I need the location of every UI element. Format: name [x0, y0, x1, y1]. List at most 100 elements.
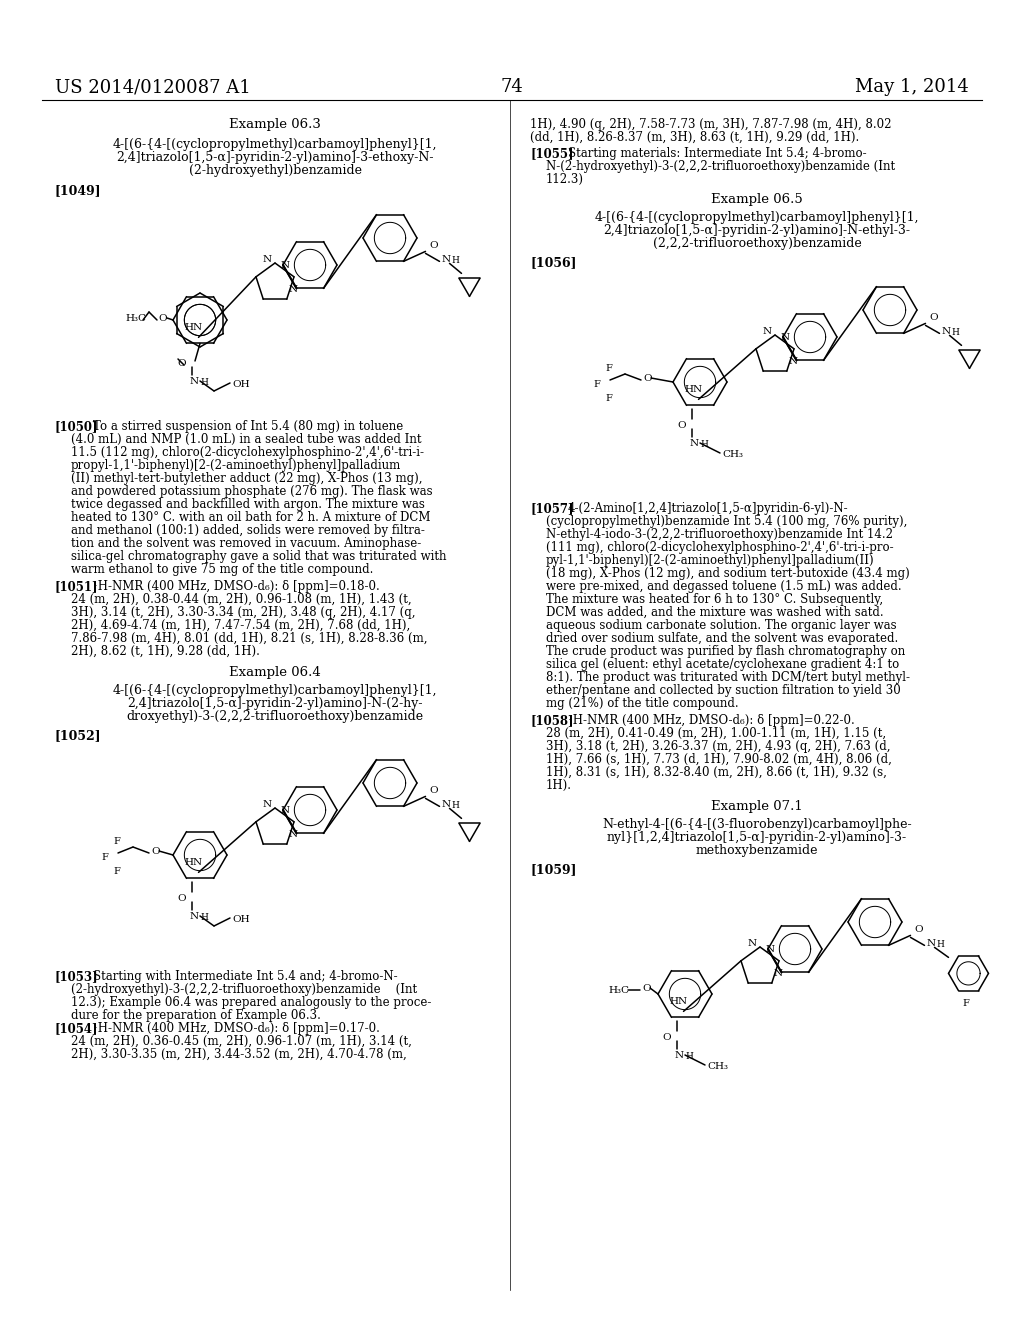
Text: H: H — [700, 440, 708, 449]
Text: [1049]: [1049] — [55, 183, 101, 197]
Text: 24 (m, 2H), 0.38-0.44 (m, 2H), 0.96-1.08 (m, 1H), 1.43 (t,: 24 (m, 2H), 0.38-0.44 (m, 2H), 0.96-1.08… — [71, 593, 412, 606]
Text: [1053]: [1053] — [55, 970, 98, 983]
Text: 3H), 3.14 (t, 2H), 3.30-3.34 (m, 2H), 3.48 (q, 2H), 4.17 (q,: 3H), 3.14 (t, 2H), 3.30-3.34 (m, 2H), 3.… — [71, 606, 416, 619]
Text: (2,2,2-trifluoroethoxy)benzamide: (2,2,2-trifluoroethoxy)benzamide — [652, 238, 861, 249]
Text: O: O — [158, 314, 167, 323]
Text: N: N — [289, 830, 298, 840]
Text: To a stirred suspension of Int 5.4 (80 mg) in toluene: To a stirred suspension of Int 5.4 (80 m… — [93, 420, 403, 433]
Text: 112.3): 112.3) — [546, 173, 584, 186]
Text: 2,4]triazolo[1,5-α]-pyridin-2-yl)amino]-3-ethoxy-N-: 2,4]triazolo[1,5-α]-pyridin-2-yl)amino]-… — [117, 150, 434, 164]
Text: H: H — [937, 940, 944, 949]
Text: OH: OH — [232, 380, 250, 389]
Text: 1H), 7.66 (s, 1H), 7.73 (d, 1H), 7.90-8.02 (m, 4H), 8.06 (d,: 1H), 7.66 (s, 1H), 7.73 (d, 1H), 7.90-8.… — [546, 752, 892, 766]
Text: HN: HN — [184, 323, 203, 333]
Text: [1052]: [1052] — [55, 729, 101, 742]
Text: silica-gel chromatography gave a solid that was triturated with: silica-gel chromatography gave a solid t… — [71, 550, 446, 564]
Text: OH: OH — [232, 915, 250, 924]
Text: CH₃: CH₃ — [707, 1063, 728, 1071]
Text: N: N — [190, 378, 199, 385]
Text: F: F — [113, 837, 120, 846]
Text: methoxybenzamide: methoxybenzamide — [695, 843, 818, 857]
Text: 1H).: 1H). — [546, 779, 572, 792]
Text: N: N — [765, 945, 774, 954]
Text: The mixture was heated for 6 h to 130° C. Subsequently,: The mixture was heated for 6 h to 130° C… — [546, 593, 883, 606]
Text: N: N — [748, 939, 757, 948]
Text: 11.5 (112 mg), chloro(2-dicyclohexylphosphino-2',4',6'-tri-i-: 11.5 (112 mg), chloro(2-dicyclohexylphos… — [71, 446, 424, 459]
Text: (18 mg), X-Phos (12 mg), and sodium tert-butoxide (43.4 mg): (18 mg), X-Phos (12 mg), and sodium tert… — [546, 568, 909, 579]
Text: O: O — [429, 787, 438, 796]
Text: O: O — [177, 894, 185, 903]
Text: 2,4]triazolo[1,5-α]-pyridin-2-yl)amino]-N-ethyl-3-: 2,4]triazolo[1,5-α]-pyridin-2-yl)amino]-… — [603, 224, 910, 238]
Text: [1051]: [1051] — [55, 579, 98, 593]
Text: H: H — [452, 801, 460, 810]
Text: tion and the solvent was removed in vacuum. Aminophase-: tion and the solvent was removed in vacu… — [71, 537, 421, 550]
Text: [1055]: [1055] — [530, 147, 573, 160]
Text: N: N — [262, 255, 271, 264]
Text: droxyethyl)-3-(2,2,2-trifluoroethoxy)benzamide: droxyethyl)-3-(2,2,2-trifluoroethoxy)ben… — [126, 710, 424, 723]
Text: Example 06.3: Example 06.3 — [229, 117, 321, 131]
Text: N: N — [773, 969, 782, 978]
Text: (2-hydroxyethyl)benzamide: (2-hydroxyethyl)benzamide — [188, 164, 361, 177]
Text: N: N — [190, 912, 199, 921]
Text: (II) methyl-tert-butylether adduct (22 mg), X-Phos (13 mg),: (II) methyl-tert-butylether adduct (22 m… — [71, 473, 423, 484]
Text: HN: HN — [184, 858, 203, 867]
Text: N: N — [281, 261, 290, 271]
Text: N-ethyl-4-iodo-3-(2,2,2-trifluoroethoxy)benzamide Int 14.2: N-ethyl-4-iodo-3-(2,2,2-trifluoroethoxy)… — [546, 528, 893, 541]
Text: N: N — [941, 327, 950, 337]
Text: ether/pentane and collected by suction filtration to yield 30: ether/pentane and collected by suction f… — [546, 684, 901, 697]
Text: O: O — [151, 847, 160, 855]
Text: and methanol (100:1) added, solids were removed by filtra-: and methanol (100:1) added, solids were … — [71, 524, 425, 537]
Text: mg (21%) of the title compound.: mg (21%) of the title compound. — [546, 697, 738, 710]
Text: N: N — [441, 800, 451, 809]
Text: O: O — [642, 983, 650, 993]
Text: 1H), 8.31 (s, 1H), 8.32-8.40 (m, 2H), 8.66 (t, 1H), 9.32 (s,: 1H), 8.31 (s, 1H), 8.32-8.40 (m, 2H), 8.… — [546, 766, 887, 779]
Text: 2,4]triazolo[1,5-α]-pyridin-2-yl)amino]-N-(2-hy-: 2,4]triazolo[1,5-α]-pyridin-2-yl)amino]-… — [127, 697, 423, 710]
Text: [1056]: [1056] — [530, 256, 577, 269]
Text: 4-[(6-{4-[(cyclopropylmethyl)carbamoyl]phenyl}[1,: 4-[(6-{4-[(cyclopropylmethyl)carbamoyl]p… — [595, 211, 920, 224]
Text: F: F — [593, 380, 600, 389]
Text: N: N — [289, 285, 298, 294]
Text: 4-[(6-{4-[(cyclopropylmethyl)carbamoyl]phenyl}[1,: 4-[(6-{4-[(cyclopropylmethyl)carbamoyl]p… — [113, 139, 437, 150]
Text: nyl}[1,2,4]triazolo[1,5-α]-pyridin-2-yl)amino]-3-: nyl}[1,2,4]triazolo[1,5-α]-pyridin-2-yl)… — [607, 832, 907, 843]
Text: F: F — [605, 364, 612, 374]
Text: N: N — [262, 800, 271, 809]
Text: H₃C: H₃C — [125, 314, 146, 323]
Text: (111 mg), chloro(2-dicyclohexylphosphino-2',4',6'-tri-i-pro-: (111 mg), chloro(2-dicyclohexylphosphino… — [546, 541, 894, 554]
Text: 7.86-7.98 (m, 4H), 8.01 (dd, 1H), 8.21 (s, 1H), 8.28-8.36 (m,: 7.86-7.98 (m, 4H), 8.01 (dd, 1H), 8.21 (… — [71, 632, 427, 645]
Text: 8:1). The product was triturated with DCM/tert butyl methyl-: 8:1). The product was triturated with DC… — [546, 671, 910, 684]
Text: Example 07.1: Example 07.1 — [711, 800, 803, 813]
Text: H₃C: H₃C — [608, 986, 629, 995]
Text: O: O — [677, 421, 686, 430]
Text: aqueous sodium carbonate solution. The organic layer was: aqueous sodium carbonate solution. The o… — [546, 619, 897, 632]
Text: CH₃: CH₃ — [722, 450, 743, 459]
Text: F: F — [101, 853, 108, 862]
Text: ¹H-NMR (400 MHz, DMSO-d₆): δ [ppm]=0.22-0.: ¹H-NMR (400 MHz, DMSO-d₆): δ [ppm]=0.22-… — [568, 714, 855, 727]
Text: Starting with Intermediate Int 5.4 and; 4-bromo-N-: Starting with Intermediate Int 5.4 and; … — [93, 970, 397, 983]
Text: 2H), 4.69-4.74 (m, 1H), 7.47-7.54 (m, 2H), 7.68 (dd, 1H),: 2H), 4.69-4.74 (m, 1H), 7.47-7.54 (m, 2H… — [71, 619, 411, 632]
Text: F: F — [605, 393, 612, 403]
Text: heated to 130° C. with an oil bath for 2 h. A mixture of DCM: heated to 130° C. with an oil bath for 2… — [71, 511, 430, 524]
Text: O: O — [930, 313, 938, 322]
Text: F: F — [113, 867, 120, 876]
Text: [1050]: [1050] — [55, 420, 98, 433]
Text: O: O — [914, 925, 923, 935]
Text: silica gel (eluent: ethyl acetate/cyclohexane gradient 4:1 to: silica gel (eluent: ethyl acetate/cycloh… — [546, 657, 899, 671]
Text: dried over sodium sulfate, and the solvent was evaporated.: dried over sodium sulfate, and the solve… — [546, 632, 898, 645]
Text: HN: HN — [670, 998, 688, 1006]
Text: (cyclopropylmethyl)benzamide Int 5.4 (100 mg, 76% purity),: (cyclopropylmethyl)benzamide Int 5.4 (10… — [546, 515, 907, 528]
Text: dure for the preparation of Example 06.3.: dure for the preparation of Example 06.3… — [71, 1008, 321, 1022]
Text: N: N — [927, 940, 936, 948]
Text: O: O — [177, 359, 185, 368]
Text: (dd, 1H), 8.26-8.37 (m, 3H), 8.63 (t, 1H), 9.29 (dd, 1H).: (dd, 1H), 8.26-8.37 (m, 3H), 8.63 (t, 1H… — [530, 131, 859, 144]
Text: twice degassed and backfilled with argon. The mixture was: twice degassed and backfilled with argon… — [71, 498, 425, 511]
Text: N: N — [675, 1051, 684, 1060]
Text: F: F — [963, 999, 970, 1008]
Text: (2-hydroxyethyl)-3-(2,2,2-trifluoroethoxy)benzamide    (Int: (2-hydroxyethyl)-3-(2,2,2-trifluoroethox… — [71, 983, 417, 997]
Text: O: O — [429, 242, 438, 251]
Text: 2H), 8.62 (t, 1H), 9.28 (dd, 1H).: 2H), 8.62 (t, 1H), 9.28 (dd, 1H). — [71, 645, 260, 657]
Text: 4-[(6-{4-[(cyclopropylmethyl)carbamoyl]phenyl}[1,: 4-[(6-{4-[(cyclopropylmethyl)carbamoyl]p… — [113, 684, 437, 697]
Text: and powdered potassium phosphate (276 mg). The flask was: and powdered potassium phosphate (276 mg… — [71, 484, 432, 498]
Text: Example 06.4: Example 06.4 — [229, 667, 321, 678]
Text: 3H), 3.18 (t, 2H), 3.26-3.37 (m, 2H), 4.93 (q, 2H), 7.63 (d,: 3H), 3.18 (t, 2H), 3.26-3.37 (m, 2H), 4.… — [546, 741, 891, 752]
Text: propyl-1,1'-biphenyl)[2-(2-aminoethyl)phenyl]palladium: propyl-1,1'-biphenyl)[2-(2-aminoethyl)ph… — [71, 459, 401, 473]
